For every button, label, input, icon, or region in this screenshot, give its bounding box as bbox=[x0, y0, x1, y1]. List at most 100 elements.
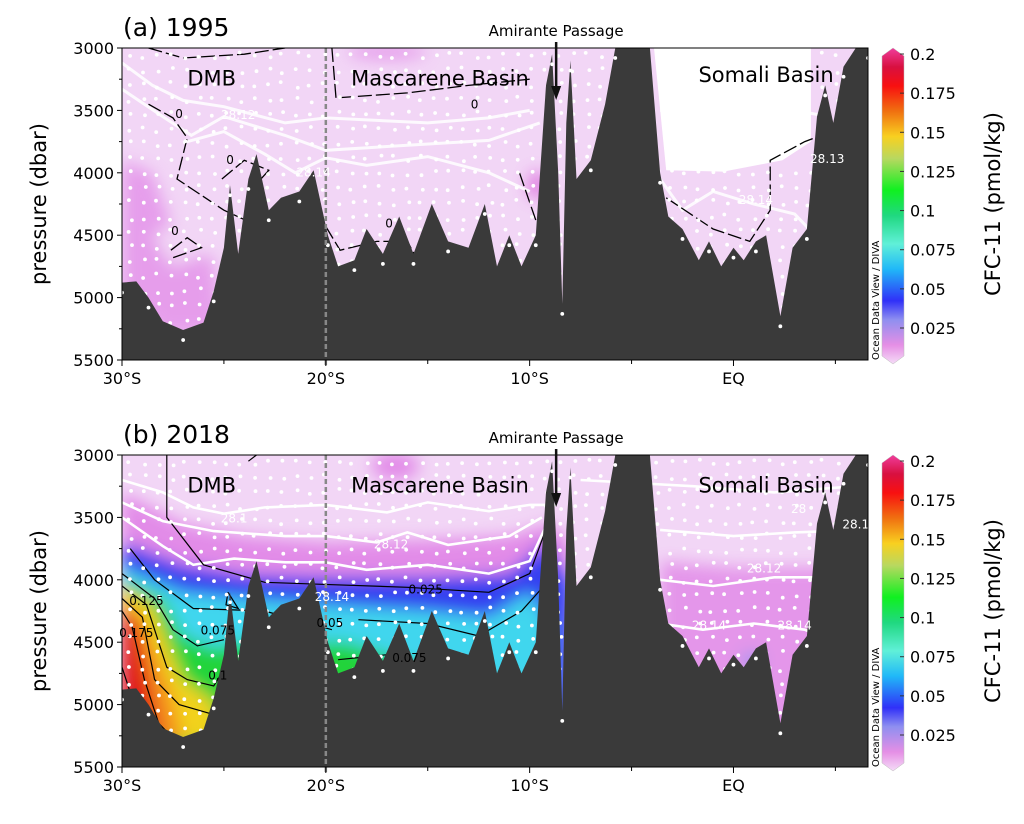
station-dot bbox=[504, 188, 509, 193]
station-dot bbox=[558, 460, 563, 465]
station-dot bbox=[822, 71, 827, 75]
contour-label: 0.075 bbox=[201, 624, 235, 638]
station-dot bbox=[736, 609, 741, 613]
station-dot bbox=[293, 548, 298, 552]
station-dot bbox=[503, 227, 508, 232]
station-dot bbox=[751, 475, 756, 479]
station-dot bbox=[183, 56, 188, 61]
station-dot bbox=[379, 594, 383, 598]
station-dot bbox=[420, 549, 424, 554]
station-dot bbox=[445, 637, 450, 642]
station-dot bbox=[142, 97, 147, 101]
station-dot bbox=[736, 188, 741, 193]
station-dot bbox=[793, 563, 798, 567]
station-dot bbox=[169, 174, 174, 178]
station-dot bbox=[265, 505, 270, 510]
station-dot bbox=[140, 56, 145, 60]
station-dot bbox=[252, 144, 257, 148]
station-dot bbox=[778, 710, 783, 715]
station-dot bbox=[185, 67, 190, 72]
station-dot bbox=[226, 56, 231, 60]
station-dot bbox=[157, 622, 161, 627]
station-dot bbox=[170, 620, 174, 624]
station-dot bbox=[778, 623, 783, 628]
station-dot bbox=[447, 533, 451, 538]
station-dot bbox=[820, 85, 825, 90]
station-dot bbox=[449, 490, 453, 494]
colorbar-tick-label: 0.025 bbox=[910, 319, 956, 338]
station-dot bbox=[143, 185, 148, 189]
station-dot bbox=[514, 534, 519, 539]
station-dot bbox=[753, 548, 758, 553]
station-dot bbox=[199, 549, 204, 554]
station-dot bbox=[156, 291, 160, 295]
bathymetry bbox=[122, 455, 868, 767]
station-dot bbox=[710, 488, 715, 492]
station-dot bbox=[350, 475, 354, 480]
station-dot bbox=[212, 82, 217, 87]
station-dot bbox=[588, 168, 593, 173]
station-dot bbox=[140, 546, 145, 550]
station-dot bbox=[154, 96, 158, 101]
station-dot bbox=[127, 128, 132, 133]
colorbar-tick-label: 0.025 bbox=[910, 726, 956, 745]
station-dot bbox=[586, 82, 591, 86]
cfc-contour bbox=[122, 573, 225, 647]
station-dot bbox=[348, 637, 353, 642]
x-tick-label: 10°S bbox=[510, 369, 549, 388]
bathymetry bbox=[122, 48, 868, 360]
region-label: Mascarene Basin bbox=[351, 474, 529, 498]
station-dot bbox=[279, 71, 284, 76]
station-dot bbox=[237, 214, 242, 219]
station-dot bbox=[295, 172, 300, 177]
station-dot bbox=[656, 491, 661, 495]
station-dot bbox=[171, 463, 176, 468]
station-dot bbox=[169, 273, 174, 278]
station-dot bbox=[168, 260, 172, 265]
station-dot bbox=[418, 578, 423, 583]
station-dot bbox=[379, 67, 384, 72]
station-dot bbox=[473, 70, 477, 74]
station-dot bbox=[238, 548, 243, 552]
station-dot bbox=[750, 198, 755, 202]
station-dot bbox=[583, 51, 588, 55]
station-dot bbox=[683, 459, 688, 464]
station-dot bbox=[501, 488, 506, 493]
station-dot bbox=[293, 67, 298, 71]
station-dot bbox=[487, 125, 492, 130]
station-dot bbox=[182, 697, 187, 702]
station-dot bbox=[490, 201, 495, 205]
station-dot bbox=[529, 200, 534, 205]
station-dot bbox=[225, 549, 230, 554]
station-dot bbox=[533, 650, 538, 655]
station-dot bbox=[446, 249, 451, 254]
station-dot bbox=[197, 621, 202, 626]
station-dot bbox=[127, 83, 132, 87]
station-dot bbox=[462, 638, 467, 642]
station-dot bbox=[530, 623, 534, 628]
station-dot bbox=[196, 503, 201, 508]
station-dot bbox=[529, 53, 534, 58]
station-dot bbox=[351, 112, 356, 117]
station-dot bbox=[128, 186, 133, 190]
station-dot bbox=[378, 562, 383, 567]
station-dot bbox=[170, 561, 175, 565]
station-dot bbox=[507, 243, 512, 248]
station-dot bbox=[653, 507, 658, 512]
station-dot bbox=[209, 96, 214, 100]
station-dot bbox=[417, 518, 422, 523]
colorbar-tick-label: 0.175 bbox=[910, 84, 956, 103]
station-dot bbox=[168, 667, 173, 671]
station-dot bbox=[365, 461, 370, 466]
station-dot bbox=[528, 141, 533, 146]
station-dot bbox=[128, 139, 133, 144]
station-dot bbox=[240, 84, 245, 89]
station-dot bbox=[390, 549, 395, 554]
x-tick-label: 20°S bbox=[307, 776, 346, 795]
station-dot bbox=[766, 637, 771, 642]
y-tick-label: 5500 bbox=[73, 351, 114, 370]
y-tick-label: 4500 bbox=[73, 633, 114, 652]
station-dot bbox=[613, 463, 618, 467]
contour-labels: 28.1 28.12 28.14 0.025 0.05 0.075 0.075 0.1 0.12… bbox=[119, 502, 869, 683]
station-dot bbox=[196, 275, 200, 280]
